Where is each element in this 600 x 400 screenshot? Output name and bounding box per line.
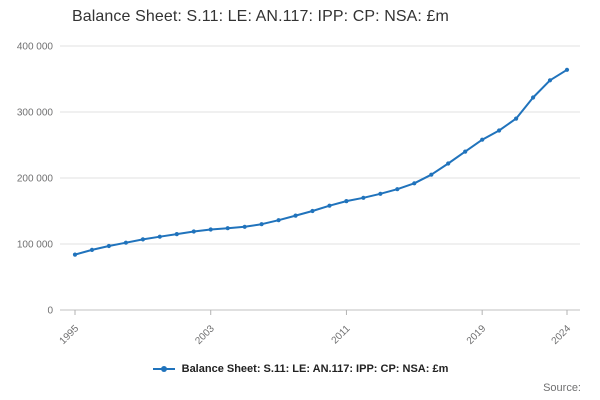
legend: Balance Sheet: S.11: LE: AN.117: IPP: CP… bbox=[0, 363, 600, 375]
data-point-marker[interactable] bbox=[327, 203, 332, 208]
data-point-marker[interactable] bbox=[276, 218, 281, 223]
data-point-marker[interactable] bbox=[412, 181, 417, 186]
y-tick-label: 300 000 bbox=[17, 108, 54, 119]
data-point-marker[interactable] bbox=[446, 161, 451, 166]
data-point-marker[interactable] bbox=[174, 232, 179, 237]
data-point-marker[interactable] bbox=[497, 128, 502, 133]
data-point-marker[interactable] bbox=[480, 137, 485, 142]
data-point-marker[interactable] bbox=[514, 116, 519, 121]
y-tick-label: 200 000 bbox=[17, 174, 54, 185]
data-point-marker[interactable] bbox=[547, 78, 553, 83]
data-point-marker[interactable] bbox=[564, 67, 570, 72]
data-point-marker[interactable] bbox=[72, 252, 78, 257]
data-point-marker[interactable] bbox=[429, 172, 434, 177]
data-point-marker[interactable] bbox=[191, 229, 196, 234]
data-point-marker[interactable] bbox=[242, 224, 247, 229]
data-point-marker[interactable] bbox=[344, 199, 349, 204]
y-tick-label: 400 000 bbox=[17, 42, 54, 53]
data-point-marker[interactable] bbox=[259, 222, 264, 227]
data-point-marker[interactable] bbox=[310, 208, 315, 214]
series-line bbox=[74, 68, 568, 256]
chart-title: Balance Sheet: S.11: LE: AN.117: IPP: CP… bbox=[72, 8, 449, 25]
x-tick-label: 2024 bbox=[550, 323, 574, 347]
data-point-marker[interactable] bbox=[157, 234, 162, 239]
data-point-marker[interactable] bbox=[395, 187, 400, 192]
data-point-marker[interactable] bbox=[293, 213, 298, 218]
data-point-marker[interactable] bbox=[106, 243, 111, 249]
data-point-marker[interactable] bbox=[463, 149, 468, 154]
x-tick-label: 1995 bbox=[58, 323, 82, 347]
data-point-marker[interactable] bbox=[208, 227, 213, 232]
y-tick-label: 100 000 bbox=[17, 240, 54, 251]
line-chart[interactable]: 0 100 000 200 000 300 000 400 000 1995 2003 201… bbox=[0, 30, 600, 348]
x-tick-label: 2003 bbox=[193, 323, 217, 347]
legend-label: Balance Sheet: S.11: LE: AN.117: IPP: CP… bbox=[181, 363, 449, 375]
series-marker-icon bbox=[152, 366, 175, 372]
data-point-marker[interactable] bbox=[140, 237, 145, 242]
data-point-marker[interactable] bbox=[531, 95, 536, 100]
x-tick-label: 2011 bbox=[330, 323, 353, 346]
data-point-marker[interactable] bbox=[123, 240, 128, 245]
data-point-marker[interactable] bbox=[225, 226, 230, 231]
data-point-marker[interactable] bbox=[89, 247, 95, 252]
data-point-marker[interactable] bbox=[361, 195, 366, 200]
y-tick-label: 0 bbox=[47, 306, 53, 317]
legend-item[interactable]: Balance Sheet: S.11: LE: AN.117: IPP: CP… bbox=[152, 363, 449, 375]
data-point-marker[interactable] bbox=[378, 191, 383, 196]
x-tick-label: 2019 bbox=[465, 323, 489, 347]
source-label: Source: bbox=[543, 382, 581, 394]
